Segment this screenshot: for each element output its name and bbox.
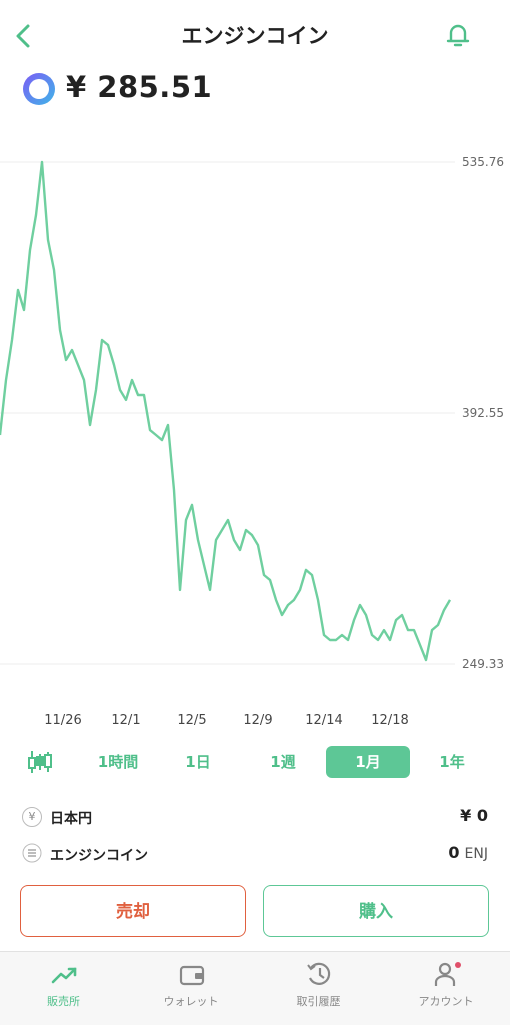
x-tick-label: 11/26 [44,713,81,728]
price: ¥ 285.51 [66,70,213,104]
balance-value: ¥ 0 [460,806,488,825]
tab-label[interactable]: アカウント [418,995,474,1008]
tab-label[interactable]: 販売所 [47,995,80,1008]
balance-label: 日本円 [50,811,92,827]
balance-value-row: 0 ENJ [448,843,488,862]
range-button[interactable]: 1週 [270,753,296,771]
range-button[interactable]: 1日 [185,753,211,771]
range-button[interactable]: 1時間 [97,753,139,771]
coin-icon [23,73,55,105]
range-button[interactable]: 1年 [439,753,465,771]
back-button[interactable] [12,22,36,50]
tab-icon[interactable] [178,962,208,988]
candle-toggle[interactable] [26,748,54,776]
tab-icon[interactable] [305,960,335,988]
tab-label[interactable]: ウォレット [163,995,219,1008]
range-button[interactable]: 1月 [326,746,410,778]
yen-icon: ¥ [22,807,42,827]
buy-button[interactable]: 購入 [263,885,489,937]
balance-unit: ENJ [464,846,488,862]
y-tick-label: 392.55 [462,406,504,420]
screen-title: エンジンコイン [181,24,329,48]
tab-icon[interactable] [50,963,78,987]
sell-button[interactable]: 売却 [20,885,246,937]
tab-icon[interactable] [432,960,464,988]
x-tick-label: 12/9 [243,713,272,728]
y-tick-label: 249.33 [462,657,504,671]
x-tick-label: 12/5 [177,713,206,728]
bell-button[interactable] [444,20,472,50]
x-tick-label: 12/18 [371,713,408,728]
x-tick-label: 12/1 [111,713,140,728]
y-tick-label: 535.76 [462,155,504,169]
balance-label: エンジンコイン [50,848,148,864]
x-tick-label: 12/14 [305,713,342,728]
tab-bar [0,951,510,1025]
price-chart: 535.76 392.55 249.33 11/26 12/1 12/5 12/9 12/14… [0,155,504,728]
price-line [0,160,452,662]
balance-value: 0 [448,843,460,862]
tab-label[interactable]: 取引履歴 [296,995,341,1008]
enj-icon [22,843,42,863]
